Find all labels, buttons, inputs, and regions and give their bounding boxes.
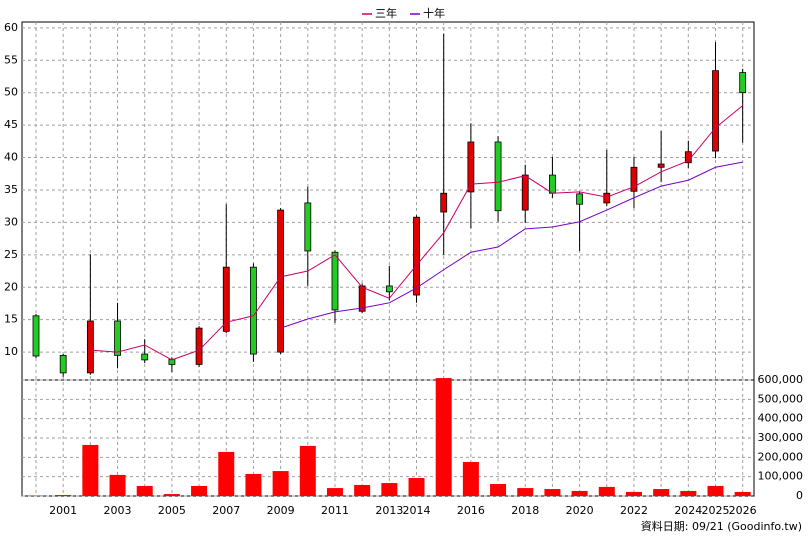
volume-bar bbox=[544, 489, 561, 496]
volume-bar bbox=[598, 486, 615, 496]
volume-bar bbox=[299, 445, 316, 496]
x-tick-label: 2022 bbox=[620, 504, 648, 517]
y-tick-label: 45 bbox=[4, 118, 18, 131]
candle-body bbox=[358, 285, 366, 312]
volume-bar bbox=[326, 488, 343, 496]
volume-bar bbox=[191, 485, 208, 496]
x-tick-label: 2018 bbox=[511, 504, 539, 517]
x-tick-label: 2007 bbox=[212, 504, 240, 517]
candle-body bbox=[304, 202, 312, 252]
x-tick-label: 2009 bbox=[267, 504, 295, 517]
candle-body bbox=[195, 327, 203, 365]
y-tick-label: 60 bbox=[4, 21, 18, 34]
volume-bar bbox=[462, 461, 479, 496]
volume-bar bbox=[109, 474, 126, 496]
x-tick-label: 2024 bbox=[674, 504, 702, 517]
candle-body bbox=[86, 320, 94, 374]
volume-bar bbox=[653, 489, 670, 496]
ma-line bbox=[280, 161, 743, 329]
volume-bar bbox=[734, 491, 751, 496]
y-tick-label: 15 bbox=[4, 313, 18, 326]
candle-body bbox=[168, 358, 176, 365]
candle-body bbox=[494, 141, 502, 212]
candle-body bbox=[32, 315, 40, 357]
volume-bar bbox=[272, 471, 289, 496]
volume-bar bbox=[354, 484, 371, 496]
candle-body bbox=[250, 266, 257, 355]
y-tick-label: 30 bbox=[4, 215, 18, 228]
legend-label: 三年 bbox=[375, 6, 397, 20]
y-tick-label: 10 bbox=[4, 345, 18, 358]
y-tick-label: 50 bbox=[4, 86, 18, 99]
x-tick-label: 2013 bbox=[375, 504, 403, 517]
candle-body bbox=[467, 141, 475, 193]
volume-bar bbox=[435, 378, 452, 496]
volume-bar bbox=[245, 473, 262, 496]
volume-bar bbox=[55, 495, 72, 496]
candle-body bbox=[141, 353, 149, 361]
volume-bar bbox=[707, 485, 724, 496]
y-tick-label: 35 bbox=[4, 183, 18, 196]
y-tick-label: 40 bbox=[4, 151, 18, 164]
x-tick-label: 2014 bbox=[403, 504, 431, 517]
x-tick-label: 2026 bbox=[729, 504, 757, 517]
candle-body bbox=[222, 266, 230, 332]
y-tick-label: 55 bbox=[4, 53, 18, 66]
candle-body bbox=[277, 209, 285, 353]
volume-bar bbox=[517, 488, 534, 496]
y2-tick-label: 600,000 bbox=[758, 373, 804, 386]
volume-bar bbox=[163, 494, 180, 496]
y2-tick-label: 500,000 bbox=[758, 392, 804, 405]
candle-body bbox=[630, 166, 638, 192]
candle-body bbox=[603, 192, 611, 204]
volume-bar bbox=[381, 483, 398, 496]
candle-body bbox=[331, 251, 339, 311]
candle-body bbox=[739, 72, 747, 94]
x-tick-label: 2020 bbox=[566, 504, 594, 517]
candle-body bbox=[59, 354, 67, 374]
x-tick-label: 2025 bbox=[702, 504, 730, 517]
x-tick-label: 2016 bbox=[457, 504, 485, 517]
y-tick-label: 25 bbox=[4, 248, 18, 261]
candle-body bbox=[657, 163, 665, 168]
y2-tick-label: 300,000 bbox=[758, 431, 804, 444]
mark-layer bbox=[28, 33, 751, 496]
candle-body bbox=[549, 174, 556, 194]
y2-tick-label: 0 bbox=[796, 489, 803, 502]
y2-tick-label: 100,000 bbox=[758, 470, 804, 483]
volume-bar bbox=[680, 490, 697, 496]
x-tick-label: 2001 bbox=[49, 504, 77, 517]
y2-tick-label: 200,000 bbox=[758, 450, 804, 463]
volume-bar bbox=[625, 491, 642, 496]
candle-body bbox=[440, 192, 448, 213]
volume-bar bbox=[82, 444, 99, 496]
candle-body bbox=[712, 70, 719, 152]
candle-body bbox=[385, 285, 393, 293]
candle-body bbox=[521, 174, 529, 211]
y-tick-label: 20 bbox=[4, 280, 18, 293]
candle-body bbox=[576, 193, 583, 205]
x-tick-label: 2003 bbox=[104, 504, 132, 517]
x-tick-label: 2011 bbox=[321, 504, 349, 517]
volume-bar bbox=[490, 484, 507, 496]
plot-frame bbox=[21, 21, 755, 497]
legend-label: 十年 bbox=[423, 6, 445, 20]
y2-tick-label: 400,000 bbox=[758, 412, 804, 425]
ma-line bbox=[90, 105, 743, 361]
x-tick-label: 2005 bbox=[158, 504, 186, 517]
volume-bar bbox=[571, 490, 588, 496]
volume-bar bbox=[408, 478, 425, 496]
volume-bar bbox=[136, 485, 153, 496]
volume-bar bbox=[218, 451, 235, 496]
candle-body bbox=[413, 216, 420, 296]
source-note: 資料日期: 09/21 (Goodinfo.tw) bbox=[641, 519, 802, 533]
candle-body bbox=[114, 320, 121, 356]
